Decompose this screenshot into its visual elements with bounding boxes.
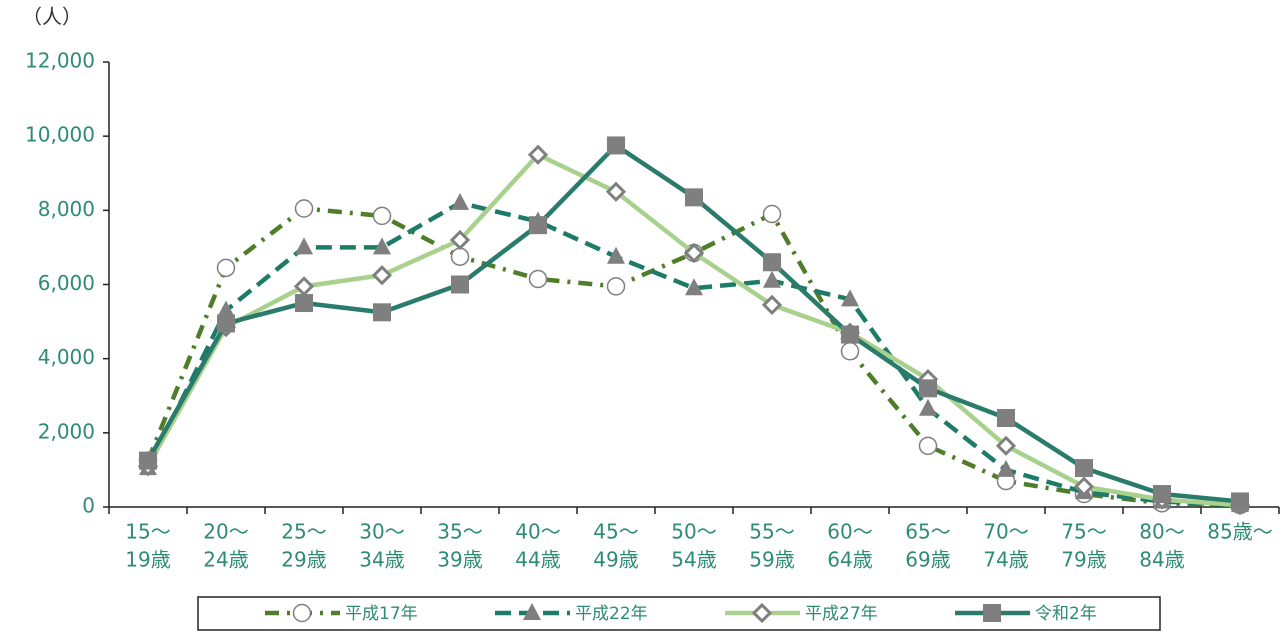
legend-text: 平成22年 [575,604,648,624]
marker [683,242,705,264]
marker [841,289,859,307]
x-tick-label: 50～ [671,520,716,544]
marker [449,229,471,251]
x-tick-label: 39歳 [437,548,482,572]
x-tick-label: 25～ [281,520,326,544]
marker [371,265,393,286]
marker [751,602,773,624]
marker [605,181,627,202]
x-tick-label: 65～ [905,520,950,544]
x-tick-label: 20～ [203,520,248,544]
unit-label: （人） [22,5,82,29]
x-tick-label: 49歳 [593,548,638,572]
x-tick-label: 30～ [359,520,404,544]
legend-box [197,596,1161,631]
marker [295,294,313,313]
marker [451,192,469,210]
y-tick-label: 6,000 [38,271,95,295]
marker [606,277,626,296]
marker [217,300,235,318]
marker [451,275,469,294]
marker [527,144,549,165]
marker [529,216,547,235]
marker [607,246,625,264]
x-tick-label: 64歳 [827,548,872,572]
marker [1153,485,1171,504]
marker [293,276,315,297]
marker [372,206,392,226]
marker [450,247,470,266]
x-tick-label: 15～ [125,520,170,544]
marker [983,604,1001,622]
x-tick-label: 54歳 [671,548,716,572]
marker [685,278,703,296]
legend-text: 令和2年 [1035,604,1097,624]
x-tick-label: 24歳 [203,548,248,572]
x-tick-label: 34歳 [359,548,404,572]
x-tick-label: 75～ [1061,520,1106,544]
y-tick-label: 4,000 [38,345,95,369]
series-line [145,200,1241,508]
y-tick-label: 0 [82,494,95,518]
y-tick-label: 12,000 [25,49,95,73]
marker [995,435,1017,456]
x-tick-label: 85歳～ [1207,520,1272,544]
marker [373,237,391,255]
marker [997,409,1015,427]
x-tick-label: 19歳 [125,548,170,572]
legend-text: 平成27年 [805,604,878,624]
marker [919,379,937,398]
x-tick-label: 69歳 [905,548,950,572]
x-tick-label: 29歳 [281,548,326,572]
legend-text: 平成17年 [345,604,418,624]
x-tick-label: 70～ [983,520,1028,544]
marker [607,136,625,155]
marker [841,325,859,344]
marker [997,459,1015,477]
marker [1231,492,1249,511]
x-tick-label: 84歳 [1139,548,1184,572]
x-tick-label: 44歳 [515,548,560,572]
x-tick-label: 60～ [827,520,872,544]
y-tick-label: 10,000 [25,123,95,147]
marker [763,270,781,288]
y-tick-label: 2,000 [38,419,95,443]
marker [373,303,391,322]
x-tick-label: 80～ [1139,520,1184,544]
marker [761,294,783,316]
x-tick-label: 35～ [437,520,482,544]
marker [840,342,860,361]
y-tick-label: 8,000 [38,197,95,221]
marker [217,314,235,333]
marker [1075,459,1093,478]
marker [139,451,157,470]
x-tick-label: 74歳 [983,548,1028,572]
marker [528,269,548,289]
marker [295,237,313,255]
marker [216,258,236,278]
marker [1073,476,1095,497]
x-tick-label: 55～ [749,520,794,544]
marker [763,253,781,272]
x-tick-label: 79歳 [1061,548,1106,572]
marker [685,188,703,207]
x-tick-label: 40～ [515,520,560,544]
marker [918,436,938,456]
marker [292,603,312,623]
x-tick-label: 59歳 [749,548,794,572]
marker [523,603,541,620]
x-tick-label: 45～ [593,520,638,544]
marker [294,199,314,218]
marker [762,204,782,224]
marker [919,398,937,416]
